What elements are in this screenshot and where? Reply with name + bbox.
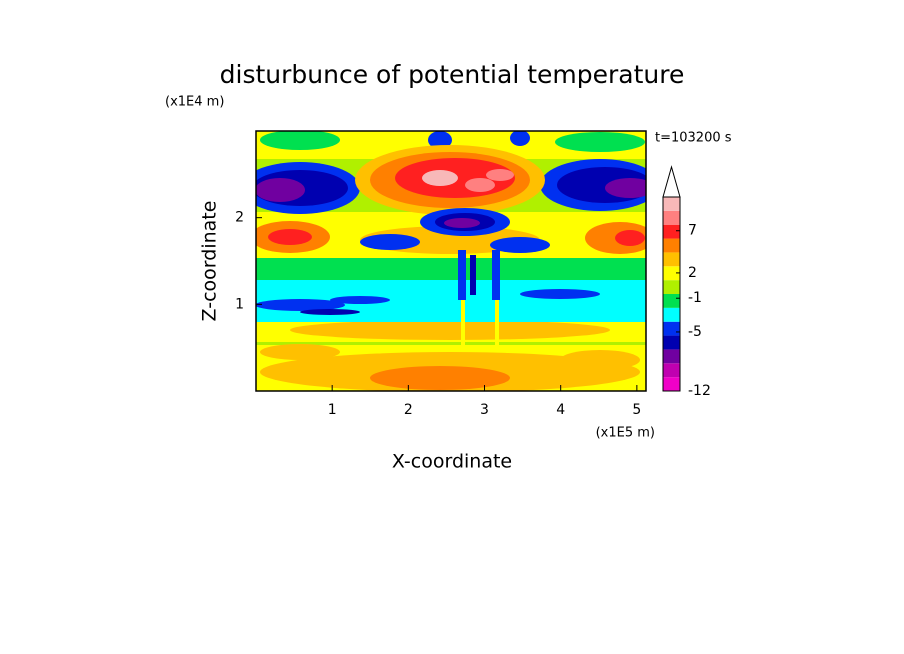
annotation: t=103200 s [655,131,732,146]
contour-region [256,258,646,280]
x-tick-label: 4 [556,402,565,418]
colorbar-tick-label: 7 [688,223,697,239]
y-tick-label: 2 [235,210,244,226]
colorbar-segment [663,335,680,350]
contour-region [260,344,340,360]
contour-region [422,170,458,186]
colorbar-extend [662,165,681,198]
contour-region [268,229,312,245]
colorbar-tick-label: -1 [688,290,702,306]
colorbar-segment [663,307,680,322]
contour-region [555,132,645,152]
colorbar-segment [663,294,680,308]
colorbar-segment [663,238,680,253]
colorbar-tick-label: 2 [688,265,697,281]
x-tick-label: 5 [632,402,641,418]
plot-frame [255,130,647,392]
x-tick-label: 1 [328,402,337,418]
contour-region [256,178,305,202]
contour-region [458,250,466,300]
colorbar-segment [663,280,680,294]
contour-field [256,131,646,391]
colorbar-segment [663,210,680,225]
contour-region [444,218,480,228]
contour-region [486,169,514,181]
x-axis-label: X-coordinate [392,451,512,473]
contour-region [260,131,340,150]
contour-region [290,320,610,340]
contour-region [461,300,465,350]
contour-region [560,350,640,370]
contour-region [492,250,500,300]
contour-region [256,299,345,311]
contour-region [495,300,499,350]
contour-region [370,366,510,390]
contour-region [510,131,530,146]
colorbar-segment [663,363,680,378]
colorbar-segment [663,321,680,336]
contour-region [615,230,645,246]
contour-region [490,237,550,253]
colorbar-segment [663,266,680,281]
contour-region [470,255,476,295]
y-axis-label: Z-coordinate [199,201,221,322]
contour-region [428,131,452,149]
x-tick-label: 3 [480,402,489,418]
contour-region [605,178,646,198]
colorbar-tick-label: -5 [688,324,702,340]
y-unit: (x1E4 m) [165,95,224,110]
colorbar-segment [663,197,680,211]
y-tick-label: 1 [235,296,244,312]
contour-region [330,296,390,304]
contour-region [360,234,420,250]
colorbar-segment [663,224,680,239]
contour-region [465,178,495,192]
colorbar-segment [663,252,680,267]
contour-region [520,289,600,299]
x-unit: (x1E5 m) [596,426,655,441]
colorbar-segment [663,349,680,364]
x-tick-label: 2 [404,402,413,418]
colorbar-tick-label: -12 [688,383,711,399]
chart-title: disturbunce of potential temperature [220,60,685,89]
contour-region [300,309,360,315]
colorbar-segment [663,377,680,391]
